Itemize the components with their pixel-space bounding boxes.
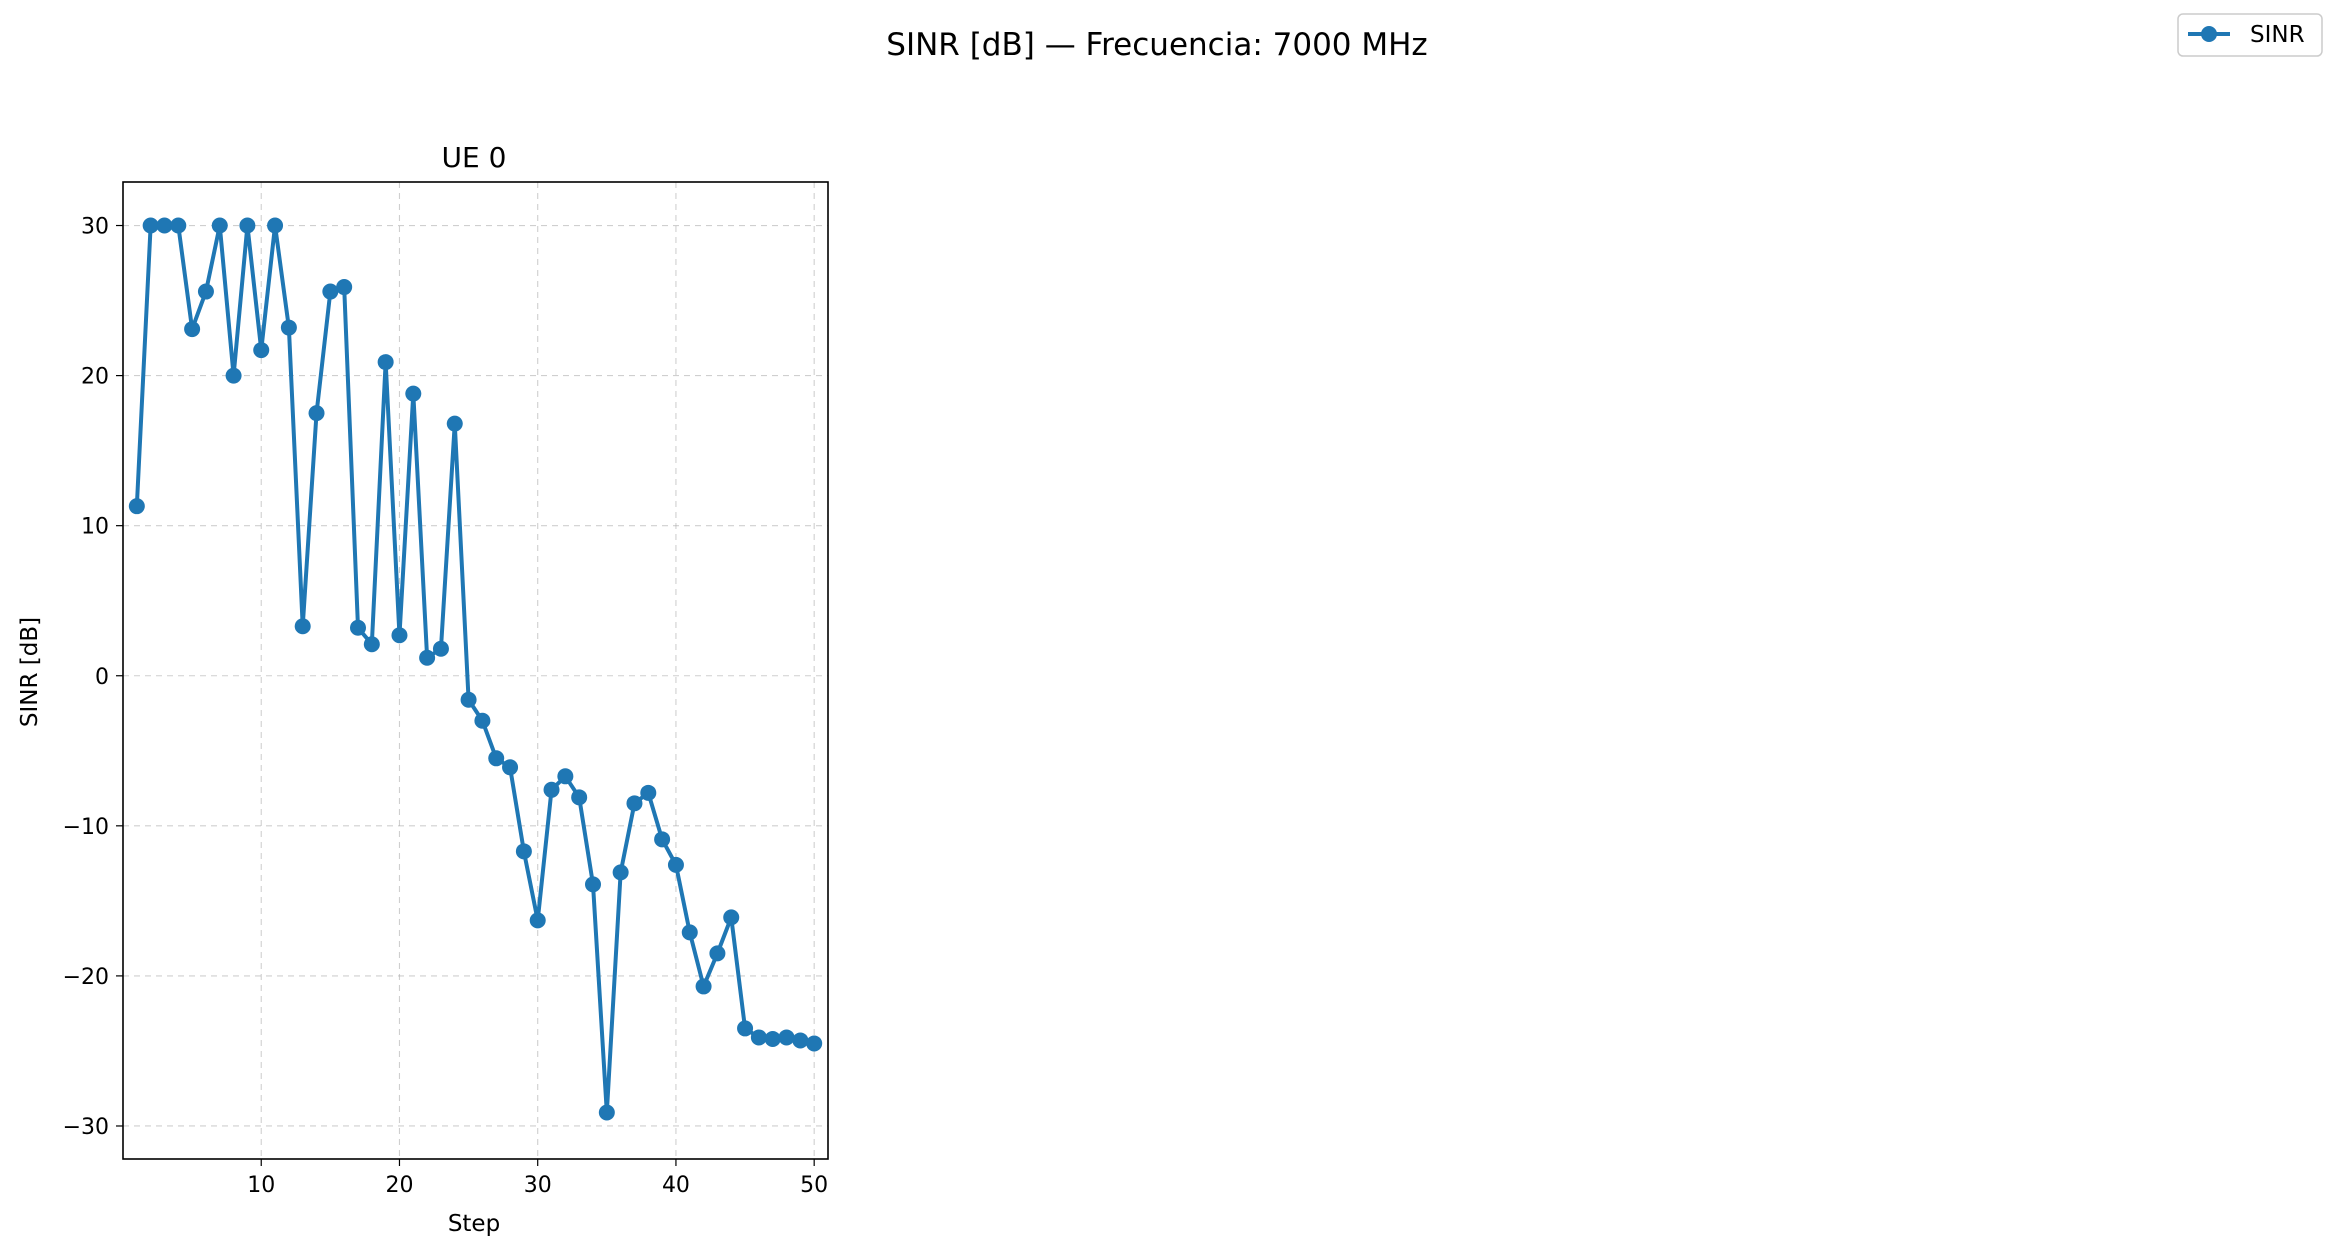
data-point [778, 1029, 795, 1046]
x-axis-label: Step [448, 1211, 500, 1237]
legend-label-sinr: SINR [2250, 22, 2305, 48]
data-point [294, 618, 311, 635]
data-point [211, 217, 228, 234]
data-point [792, 1032, 809, 1049]
legend-marker-sample [2201, 26, 2217, 42]
data-point [723, 909, 740, 926]
data-point [806, 1035, 823, 1052]
grid [123, 182, 828, 1159]
data-point [336, 279, 353, 296]
data-point [253, 342, 270, 359]
y-tick-label: 0 [95, 665, 109, 690]
data-point [626, 795, 643, 812]
data-point [474, 712, 491, 729]
data-point [184, 321, 201, 338]
data-point [170, 217, 187, 234]
y-tick-label: −20 [63, 965, 109, 990]
data-point [405, 385, 422, 402]
data-point [681, 924, 698, 941]
data-point [571, 789, 588, 806]
data-point [529, 912, 546, 929]
x-tick-label: 50 [800, 1173, 828, 1198]
x-tick-label: 10 [247, 1173, 275, 1198]
data-point [156, 217, 173, 234]
data-point [750, 1029, 767, 1046]
data-point [598, 1104, 615, 1121]
data-point [432, 640, 449, 657]
data-point [446, 415, 463, 432]
data-point [239, 217, 256, 234]
data-point [515, 843, 532, 860]
data-point [128, 498, 145, 515]
axes-title: UE 0 [442, 141, 507, 174]
y-tick-label: 10 [81, 515, 109, 540]
data-point [488, 750, 505, 767]
data-point [612, 864, 629, 881]
data-point [543, 781, 560, 798]
legend: SINR [2177, 13, 2323, 57]
data-point [142, 217, 159, 234]
y-tick-label: 30 [81, 215, 109, 240]
legend-box [2177, 13, 2323, 57]
data-point [764, 1030, 781, 1047]
axes-frame [122, 181, 829, 1160]
data-point [557, 768, 574, 785]
data-point [280, 319, 297, 336]
data-point [419, 649, 436, 666]
data-point [585, 876, 601, 893]
data-point [460, 691, 477, 708]
data-point [654, 831, 671, 848]
data-point [695, 978, 712, 995]
data-point [363, 636, 380, 653]
x-tick-label: 30 [524, 1173, 552, 1198]
axis-ticks: 10 20 30 40 50 −30 −20 −10 0 10 20 30 [63, 215, 829, 1198]
data-point [225, 367, 242, 384]
data-point [709, 945, 726, 962]
series-line-sinr [134, 223, 815, 1115]
y-axis-label: SINR [dB] [17, 617, 43, 727]
data-point [322, 283, 339, 300]
data-point [308, 405, 325, 422]
data-point [350, 619, 366, 636]
y-tick-label: 20 [81, 365, 109, 390]
data-point [267, 217, 284, 234]
x-tick-label: 40 [662, 1173, 690, 1198]
data-point [737, 1020, 754, 1037]
x-tick-label: 20 [385, 1173, 413, 1198]
data-point [197, 283, 214, 300]
data-point [502, 759, 519, 776]
figure-title: SINR [dB] — Frecuencia: 7000 MHz [886, 27, 1427, 63]
data-point [377, 354, 394, 371]
plot-data [128, 217, 823, 1121]
y-tick-label: −10 [63, 815, 109, 840]
data-point [391, 627, 408, 644]
y-tick-label: −30 [63, 1115, 109, 1140]
data-point [640, 784, 657, 801]
data-point [667, 856, 684, 873]
